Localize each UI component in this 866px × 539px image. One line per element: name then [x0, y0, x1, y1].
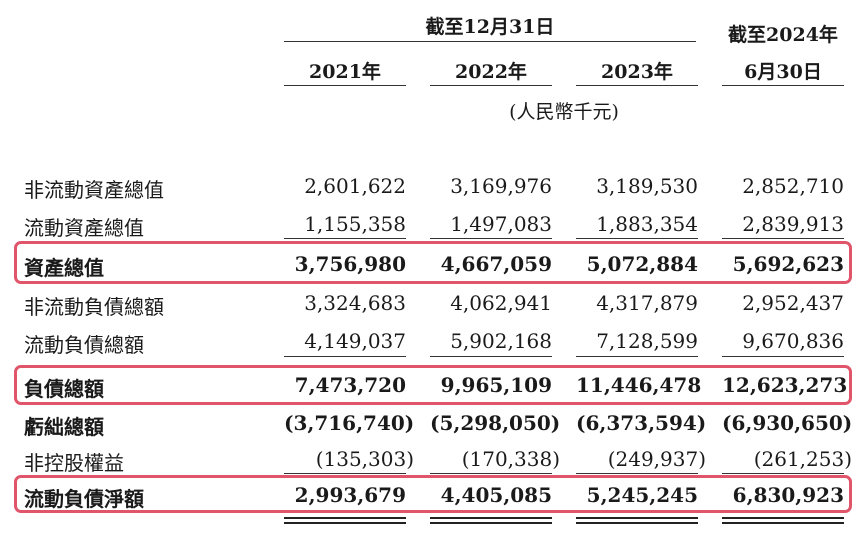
cell-value: 2,952,437 [742, 291, 844, 315]
cell-value: 4,667,059 [440, 252, 552, 276]
cell-value: (3,716,740) [284, 411, 415, 435]
total-double-rule [576, 517, 698, 524]
cell-value: 4,149,037 [304, 329, 406, 353]
cell-value: 1,883,354 [596, 212, 698, 236]
highlight-net-current-liabilities [14, 475, 852, 513]
cell-value: 7,473,720 [294, 373, 406, 397]
cell-value: 2,852,710 [742, 174, 844, 198]
subtotal-rule [722, 356, 844, 357]
cell-value: 12,623,273 [722, 373, 848, 397]
cell-value: (249,937) [607, 447, 706, 471]
cell-value: 3,189,530 [596, 174, 698, 198]
unit-note: (人民幣千元) [509, 101, 619, 123]
subtotal-rule [430, 356, 552, 357]
cell-value: (135,303) [315, 447, 414, 471]
row-label: 虧絀總額 [24, 415, 104, 439]
cell-value: 1,497,083 [450, 212, 552, 236]
subtotal-rule [284, 356, 406, 357]
subtotal-rule [722, 238, 844, 239]
col-rule-2022 [430, 85, 552, 86]
highlight-total-liabilities [14, 365, 852, 405]
total-double-rule [430, 517, 552, 524]
cell-value: 11,446,478 [576, 373, 702, 397]
group-header-rule [284, 41, 696, 42]
total-double-rule [284, 517, 406, 524]
cell-value: 3,169,976 [450, 174, 552, 198]
row-label: 流動負債總額 [24, 333, 144, 357]
cell-value: (6,373,594) [576, 411, 707, 435]
cell-value: 5,692,623 [732, 252, 844, 276]
subtotal-rule [430, 238, 552, 239]
cell-value: (170,338) [461, 447, 560, 471]
subtotal-rule [576, 238, 698, 239]
row-label: 流動負債淨額 [24, 487, 144, 511]
cell-value: 6,830,923 [732, 483, 844, 507]
total-double-rule [722, 517, 844, 524]
cell-value: 2,993,679 [294, 483, 406, 507]
cell-value: 2,839,913 [742, 212, 844, 236]
subtotal-rule [284, 473, 406, 474]
cell-value: (261,253) [753, 447, 852, 471]
cell-value: 4,062,941 [450, 291, 552, 315]
subtotal-rule [284, 238, 406, 239]
cell-value: 5,245,245 [586, 483, 698, 507]
interim-header-line2: 6月30日 [744, 61, 822, 83]
row-label: 非流動負債總額 [24, 295, 164, 319]
row-label: 流動資產總值 [24, 216, 144, 240]
cell-value: 7,128,599 [596, 329, 698, 353]
col-rule-2021 [284, 85, 406, 86]
cell-value: 3,324,683 [304, 291, 406, 315]
col-rule-interim [722, 85, 844, 86]
subtotal-rule [576, 473, 698, 474]
cell-value: 4,405,085 [440, 483, 552, 507]
cell-value: 2,601,622 [304, 174, 406, 198]
interim-header-line1: 截至2024年 [728, 24, 838, 46]
col-rule-2023 [576, 85, 698, 86]
col-header-2023: 2023年 [601, 61, 673, 83]
highlight-total-assets [14, 241, 852, 284]
cell-value: (6,930,650) [722, 411, 853, 435]
subtotal-rule [722, 473, 844, 474]
col-header-2021: 2021年 [309, 61, 381, 83]
row-label: 非控股權益 [24, 451, 124, 475]
subtotal-rule [430, 473, 552, 474]
row-label: 負債總額 [24, 377, 104, 401]
col-header-2022: 2022年 [455, 61, 527, 83]
cell-value: 1,155,358 [304, 212, 406, 236]
period-group-header: 截至12月31日 [425, 16, 555, 38]
cell-value: 5,072,884 [586, 252, 698, 276]
cell-value: 9,670,836 [742, 329, 844, 353]
subtotal-rule [576, 356, 698, 357]
cell-value: (5,298,050) [430, 411, 561, 435]
cell-value: 9,965,109 [440, 373, 552, 397]
cell-value: 5,902,168 [450, 329, 552, 353]
cell-value: 3,756,980 [294, 252, 406, 276]
cell-value: 4,317,879 [596, 291, 698, 315]
row-label: 非流動資產總值 [24, 178, 164, 202]
row-label: 資產總值 [24, 256, 104, 280]
